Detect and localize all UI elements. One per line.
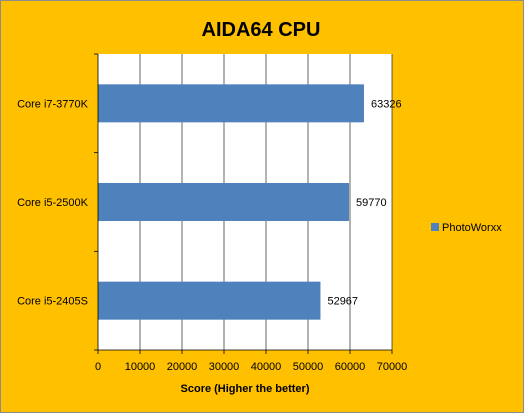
legend-swatch [431,223,439,231]
x-tick-labels: 0 10000 20000 30000 40000 50000 60000 70000 [95,361,407,373]
x-tick-label: 40000 [251,361,282,373]
bar-series [98,84,364,320]
x-tick-label: 30000 [209,361,240,373]
x-tick-label: 60000 [335,361,366,373]
category-label: Core i5-2500K [17,197,89,209]
x-tick-label: 70000 [377,361,408,373]
x-axis-label: Score (Higher the better) [181,383,310,395]
category-label: Core i7-3770K [17,98,89,110]
x-tick-label: 50000 [293,361,324,373]
axes [94,53,393,354]
category-label: Core i5-2405S [17,296,88,308]
bar [98,183,350,221]
data-label: 59770 [356,197,387,209]
data-label: 63326 [371,98,402,110]
bar [98,281,321,320]
data-label: 52967 [327,296,358,308]
data-labels: 63326 59770 52967 [327,98,401,307]
x-tick-label: 0 [95,361,101,373]
chart-title: AIDA64 CPU [202,19,321,41]
legend: PhotoWorxx [431,222,502,234]
legend-entry: PhotoWorxx [442,222,502,234]
bar [98,84,364,123]
category-labels: Core i7-3770K Core i5-2500K Core i5-2405S [17,98,89,307]
x-tick-label: 20000 [167,361,198,373]
x-tick-label: 10000 [125,361,156,373]
